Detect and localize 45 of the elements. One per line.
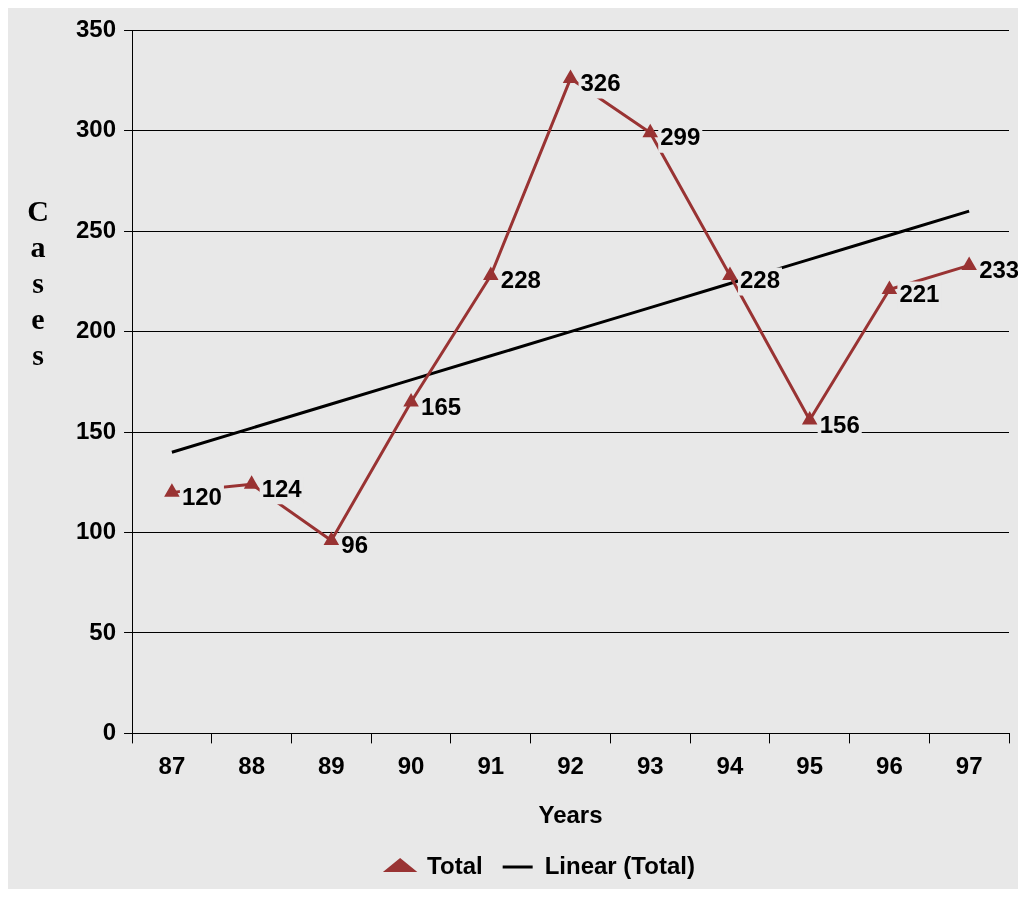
- y-tick-label: 350: [76, 15, 117, 43]
- point: [563, 71, 578, 84]
- x-tick-label: 87: [158, 752, 186, 780]
- point: [723, 267, 737, 280]
- x-tick-label: 96: [876, 752, 903, 780]
- y-tick-label: 0: [102, 718, 117, 746]
- point: [962, 257, 976, 270]
- y-tick-label: 300: [76, 115, 117, 143]
- data-label: 96: [341, 531, 369, 559]
- x-tick-label: 88: [238, 752, 265, 780]
- y-axis-title: Cases: [27, 194, 49, 372]
- data-label: 326: [580, 69, 621, 97]
- y-tick-label: 150: [76, 416, 117, 444]
- x-tick-label: 89: [318, 752, 345, 780]
- data-label: 228: [500, 266, 541, 294]
- x-tick-label: 91: [477, 752, 505, 780]
- y-tick-label: 100: [76, 517, 117, 545]
- data-label: 156: [819, 410, 860, 438]
- x-axis-title: Years: [538, 801, 603, 829]
- y-tick-label: 50: [89, 617, 117, 645]
- data-label: 233: [979, 256, 1020, 284]
- x-tick-label: 90: [397, 752, 425, 780]
- point: [324, 533, 339, 546]
- data-label: 299: [660, 123, 701, 151]
- legend-label: Linear (Total): [544, 851, 695, 879]
- point: [643, 125, 657, 138]
- data-label: 221: [899, 280, 940, 308]
- x-tick-label: 97: [955, 752, 983, 780]
- y-tick-label: 250: [76, 215, 117, 243]
- point: [165, 484, 179, 497]
- point: [404, 394, 418, 407]
- x-tick-label: 92: [557, 752, 584, 780]
- x-tick-label: 95: [796, 752, 824, 780]
- point: [803, 412, 817, 425]
- data-label: 228: [739, 266, 781, 294]
- x-tick-label: 93: [636, 752, 664, 780]
- data-label: 120: [181, 483, 222, 510]
- point: [882, 282, 897, 295]
- point: [484, 267, 498, 280]
- data-label: 124: [261, 474, 303, 502]
- data-label: 165: [421, 392, 462, 420]
- x-tick-label: 94: [716, 752, 744, 780]
- y-tick-label: 200: [76, 316, 117, 344]
- legend-label: Total: [427, 851, 483, 879]
- point: [244, 476, 259, 489]
